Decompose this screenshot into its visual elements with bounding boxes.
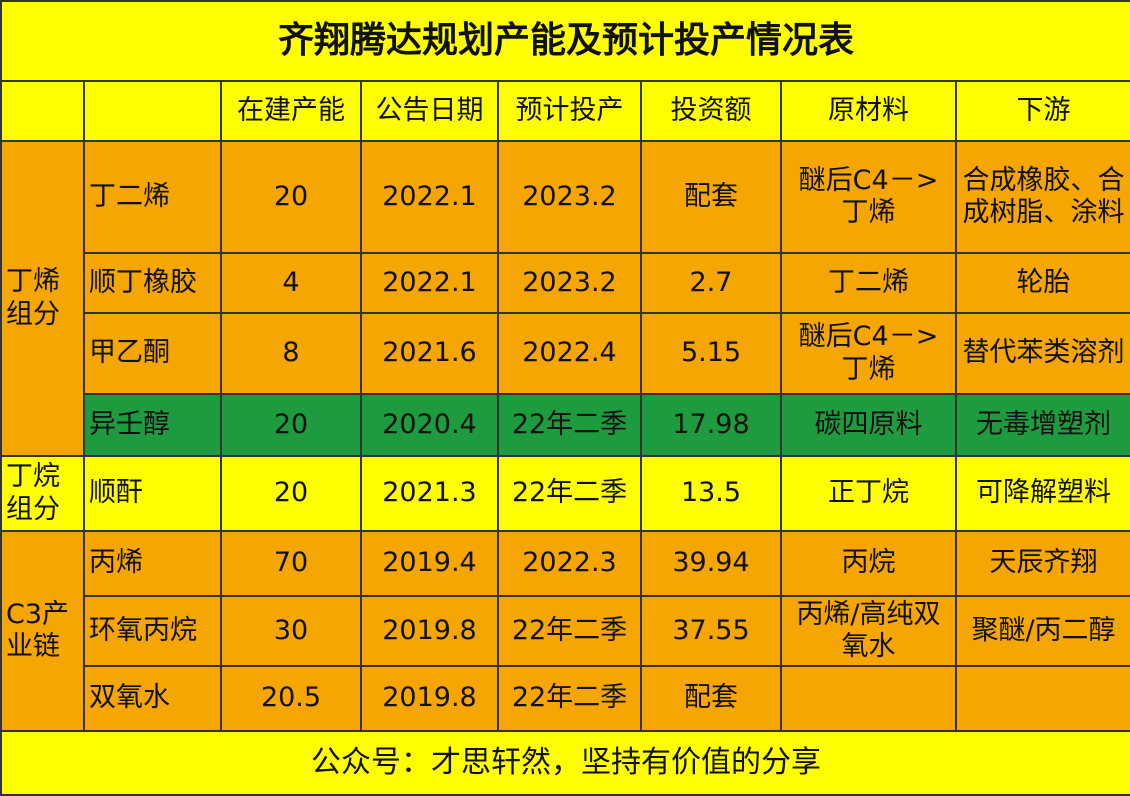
table-row: 顺丁橡胶 4 2022.1 2023.2 2.7 丁二烯 轮胎: [1, 252, 1130, 314]
table-cell: 4: [220, 252, 362, 314]
table-row: 异壬醇 20 2020.4 22年二季 17.98 碳四原料 无毒增塑剂: [1, 393, 1130, 457]
table-cell: 13.5: [640, 455, 782, 532]
table-cell: 2021.3: [360, 455, 499, 532]
product-name: 顺酐: [83, 455, 222, 532]
table-cell: 5.15: [640, 312, 782, 395]
product-name: 丁二烯: [83, 140, 222, 254]
table-row: 在建产能 公告日期 预计投产 投资额 原材料 下游: [0, 80, 1130, 142]
table-cell: 醚后C4－>丁烯: [780, 312, 957, 395]
table-cell: [954, 665, 1130, 732]
table-title: 齐翔腾达规划产能及预计投产情况表: [0, 0, 1130, 82]
header-cell: 在建产能: [220, 80, 362, 142]
header-cell: 预计投产: [497, 80, 642, 142]
table-row: 双氧水 20.5 2019.8 22年二季 配套: [1, 665, 1130, 732]
header-cell: 公告日期: [360, 80, 499, 142]
table-cell: 可降解塑料: [954, 455, 1130, 532]
table-row: 丁烯组分 丁二烯 20 2022.1 2023.2 配套 醚后C4－>丁烯 合成橡胶、合成树脂…: [0, 140, 1130, 457]
product-name: 异壬醇: [83, 393, 222, 457]
product-name: 甲乙酮: [83, 312, 222, 395]
table-cell: [780, 665, 957, 732]
table-cell: 20: [220, 140, 362, 254]
table-cell: 天辰齐翔: [954, 530, 1130, 597]
table-cell: 丙烷: [780, 530, 957, 597]
table-cell: 2022.3: [497, 530, 642, 597]
table-cell: 2022.4: [497, 312, 642, 395]
table-cell: 2.7: [640, 252, 782, 314]
table-cell: 丁二烯: [780, 252, 957, 314]
header-cell: [83, 80, 222, 142]
group-label: 丁烯组分: [0, 140, 85, 457]
table-cell: 合成橡胶、合成树脂、涂料: [954, 140, 1130, 254]
table-cell: 2019.8: [360, 665, 499, 732]
table-cell: 正丁烷: [780, 455, 957, 532]
table-row: 齐翔腾达规划产能及预计投产情况表: [0, 0, 1130, 82]
product-name: 双氧水: [83, 665, 222, 732]
table-cell: 17.98: [640, 393, 782, 457]
table-cell: 22年二季: [497, 393, 642, 457]
header-cell: 原材料: [780, 80, 957, 142]
table-cell: 2021.6: [360, 312, 499, 395]
table-row: 公众号：才思轩然，坚持有价值的分享: [0, 730, 1130, 796]
header-cell: [0, 80, 85, 142]
table-cell: 22年二季: [497, 595, 642, 667]
table-cell: 20: [220, 455, 362, 532]
table-cell: 聚醚/丙二醇: [954, 595, 1130, 667]
table-row: C3产业链 丙烯 70 2019.4 2022.3 39.94 丙烷 天辰齐翔: [0, 530, 1130, 732]
table-cell: 22年二季: [497, 665, 642, 732]
table-cell: 20.5: [220, 665, 362, 732]
table-cell: 2019.8: [360, 595, 499, 667]
header-cell: 下游: [954, 80, 1130, 142]
table-cell: 2022.1: [360, 140, 499, 254]
table-cell: 无毒增塑剂: [954, 393, 1130, 457]
table-cell: 8: [220, 312, 362, 395]
table-cell: 39.94: [640, 530, 782, 597]
table-cell: 醚后C4－>丁烯: [780, 140, 957, 254]
product-name: 丙烯: [83, 530, 222, 597]
table-cell: 2023.2: [497, 252, 642, 314]
table-cell: 替代苯类溶剂: [954, 312, 1130, 395]
table-cell: 丙烯/高纯双氧水: [780, 595, 957, 667]
table-cell: 配套: [640, 140, 782, 254]
group-label: C3产业链: [0, 530, 85, 732]
table-row: 环氧丙烷 30 2019.8 22年二季 37.55 丙烯/高纯双氧水 聚醚/丙二醇: [1, 595, 1130, 667]
table-cell: 2019.4: [360, 530, 499, 597]
table-cell: 轮胎: [954, 252, 1130, 314]
group-label: 丁烷组分: [0, 455, 85, 532]
table-cell: 70: [220, 530, 362, 597]
table-cell: 37.55: [640, 595, 782, 667]
table-cell: 配套: [640, 665, 782, 732]
table-cell: 2020.4: [360, 393, 499, 457]
table-cell: 22年二季: [497, 455, 642, 532]
table-cell: 20: [220, 393, 362, 457]
footer-note: 公众号：才思轩然，坚持有价值的分享: [0, 730, 1130, 796]
table-cell: 碳四原料: [780, 393, 957, 457]
table-cell: 2022.1: [360, 252, 499, 314]
product-name: 环氧丙烷: [83, 595, 222, 667]
table-cell: 30: [220, 595, 362, 667]
product-name: 顺丁橡胶: [83, 252, 222, 314]
table-row: 丁烷组分 顺酐 20 2021.3 22年二季 13.5 正丁烷 可降解塑料: [0, 455, 1130, 532]
table-row: 甲乙酮 8 2021.6 2022.4 5.15 醚后C4－>丁烯 替代苯类溶剂: [1, 312, 1130, 395]
header-cell: 投资额: [640, 80, 782, 142]
table-cell: 2023.2: [497, 140, 642, 254]
